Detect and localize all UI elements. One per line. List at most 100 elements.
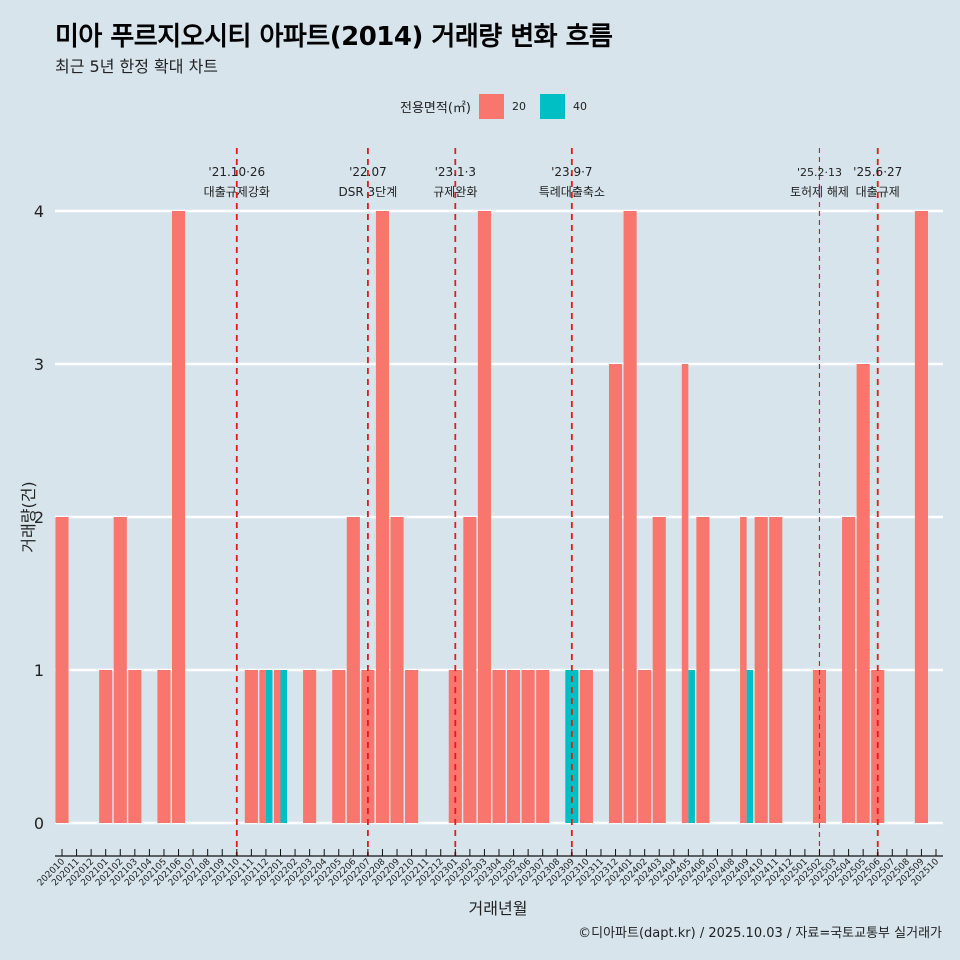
x-tick-label: 202010 <box>36 857 68 889</box>
x-tick-label: 202404 <box>648 857 680 889</box>
bar-20 <box>463 517 477 823</box>
legend: 전용면적(㎡) 20 40 <box>400 94 593 119</box>
x-tick-label: 202301 <box>429 857 460 888</box>
x-tick-label: 202502 <box>793 857 824 888</box>
bar-20 <box>113 517 127 823</box>
x-tick-label: 202105 <box>138 857 169 888</box>
x-tick-label: 202308 <box>531 857 563 889</box>
x-tick-label: 202410 <box>735 857 767 889</box>
bar-20 <box>171 211 186 823</box>
y-tick-label: 4 <box>34 202 44 221</box>
x-axis: 2020102020112020122021012021022021032021… <box>36 849 943 888</box>
y-axis: 0 1 2 3 4 <box>34 202 44 833</box>
x-tick-label: 202407 <box>691 857 722 888</box>
x-tick-label: 202309 <box>546 857 578 889</box>
bar-20 <box>740 517 747 823</box>
bar-20 <box>842 517 856 823</box>
x-tick-label: 202101 <box>79 857 110 888</box>
x-tick-label: 202405 <box>662 857 693 888</box>
bar-40 <box>280 670 288 823</box>
y-axis-title: 거래량(건) <box>19 481 38 552</box>
bar-20 <box>375 211 390 823</box>
bar-20 <box>303 670 317 823</box>
x-tick-label: 202202 <box>269 857 300 888</box>
x-tick-label: 202106 <box>152 857 184 889</box>
bar-20 <box>244 670 258 823</box>
bar-20 <box>361 670 375 823</box>
x-tick-label: 202203 <box>283 857 314 888</box>
x-tick-label: 202207 <box>342 857 373 888</box>
bar-20 <box>346 517 360 823</box>
event-date: '21.10·26 <box>208 165 265 179</box>
x-tick-label: 202412 <box>764 857 795 888</box>
x-tick-label: 202304 <box>473 857 505 889</box>
bar-40 <box>265 670 273 823</box>
x-tick-label: 202408 <box>706 857 738 889</box>
event-date: '22.07 <box>349 165 387 179</box>
x-tick-label: 202108 <box>181 857 213 889</box>
bar-20 <box>390 517 404 823</box>
x-tick-label: 202406 <box>677 857 709 889</box>
y-tick-label: 0 <box>34 814 44 833</box>
x-tick-label: 202311 <box>575 857 606 888</box>
bar-20 <box>812 670 827 823</box>
bar-20 <box>492 670 506 823</box>
x-tick-label: 202307 <box>516 857 547 888</box>
event-date: '23.9·7 <box>551 165 592 179</box>
x-tick-label: 202208 <box>356 857 388 889</box>
x-tick-label: 202506 <box>851 857 883 889</box>
y-tick-label: 2 <box>34 508 44 527</box>
bar-20 <box>55 517 69 823</box>
bar-20 <box>638 670 652 823</box>
x-tick-label: 202103 <box>109 857 140 888</box>
bar-20 <box>448 670 462 823</box>
x-tick-label: 202205 <box>313 857 344 888</box>
x-tick-label: 202107 <box>167 857 198 888</box>
bar-20 <box>754 517 768 823</box>
event-date: '25.2·13 <box>797 166 842 179</box>
bar-20 <box>332 670 346 823</box>
x-tick-label: 202306 <box>502 857 534 889</box>
x-axis-title: 거래년월 <box>469 899 528 918</box>
legend-label-40: 40 <box>572 100 587 113</box>
chart-title: 미아 푸르지오시티 아파트(2014) 거래량 변화 흐름 <box>55 22 613 52</box>
x-tick-label: 202012 <box>65 857 96 888</box>
x-tick-label: 202402 <box>618 857 649 888</box>
footer-credit: ©디아파트(dapt.kr) / 2025.10.03 / 자료=국토교통부 실… <box>578 926 942 941</box>
bar-20 <box>623 211 637 823</box>
bar-20 <box>521 670 535 823</box>
x-tick-label: 202206 <box>327 857 359 889</box>
bar-20 <box>477 211 491 823</box>
bar-40 <box>565 670 579 823</box>
x-tick-label: 202503 <box>808 857 839 888</box>
x-tick-label: 202409 <box>720 857 752 889</box>
chart-subtitle: 최근 5년 한정 확대 차트 <box>55 57 219 76</box>
x-tick-label: 202507 <box>866 857 897 888</box>
bar-20 <box>856 364 870 823</box>
event-date: '23.1·3 <box>435 165 476 179</box>
event-label: 특례대출축소 <box>539 185 605 199</box>
x-tick-label: 202109 <box>196 857 228 889</box>
event-date: '25.6·27 <box>853 165 902 179</box>
bar-20 <box>579 670 593 823</box>
annotations: '21.10·26 대출규제강화 '22.07 DSR 3단계 '23.1·3 규제완화 '… <box>204 148 902 856</box>
bar-40 <box>746 670 754 823</box>
x-tick-label: 202104 <box>123 857 155 889</box>
legend-label-20: 20 <box>511 100 526 113</box>
x-tick-label: 202305 <box>487 857 518 888</box>
legend-swatch-20 <box>478 94 504 119</box>
bar-20 <box>652 517 666 823</box>
bar-20 <box>536 670 550 823</box>
x-tick-label: 202510 <box>910 857 942 889</box>
x-tick-label: 202209 <box>371 857 403 889</box>
x-tick-label: 202102 <box>94 857 125 888</box>
x-tick-label: 202212 <box>414 857 445 888</box>
event-label: 규제완화 <box>433 185 477 199</box>
x-tick-label: 202505 <box>837 857 868 888</box>
x-tick-label: 202509 <box>895 857 927 889</box>
event-label: 대출규제 <box>856 185 900 199</box>
bar-20 <box>914 211 928 823</box>
x-tick-label: 202303 <box>458 857 489 888</box>
x-tick-label: 202508 <box>881 857 913 889</box>
